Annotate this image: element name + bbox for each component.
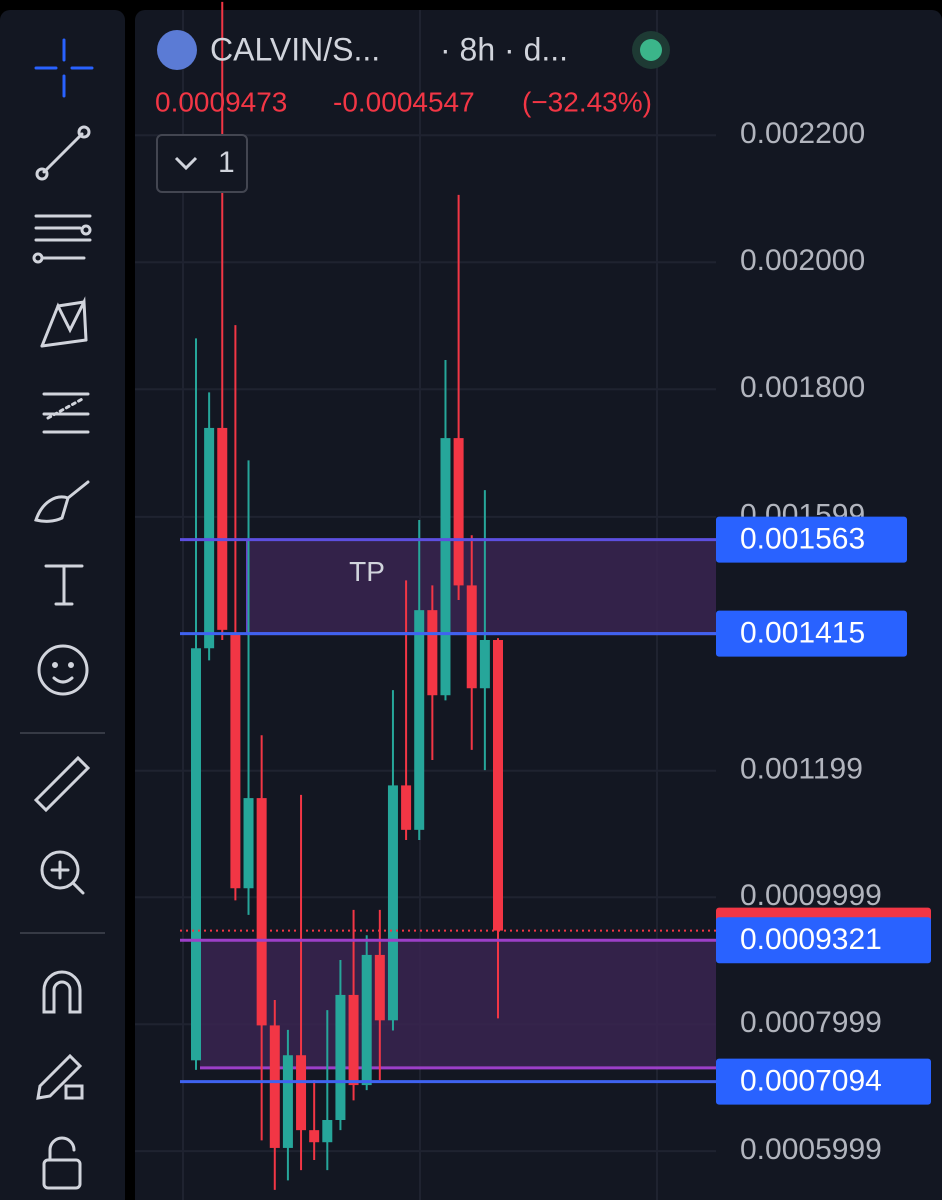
candle-body: [335, 994, 346, 1120]
zone: [247, 539, 716, 634]
emoji-tool[interactable]: [37, 644, 89, 696]
projection-tool[interactable]: [42, 392, 90, 434]
price-label-box: [716, 917, 931, 964]
candle-body: [348, 994, 359, 1086]
candle-body: [256, 798, 267, 1026]
interval[interactable]: · 8h · d...: [440, 31, 568, 67]
y-tick-label: 0.002000: [740, 244, 865, 277]
zone: [200, 940, 716, 1068]
last-price: 0.0009473: [155, 86, 287, 117]
magnet-tool[interactable]: [42, 970, 82, 1014]
price-label-box: [716, 516, 907, 563]
candle-body: [401, 785, 412, 830]
toolbar-divider: [20, 732, 105, 934]
candle-body: [387, 785, 398, 1021]
tools[interactable]: [20, 38, 105, 1190]
trendline-tool[interactable]: [35, 125, 91, 181]
candle-body: [453, 438, 464, 586]
chevron: [174, 156, 198, 171]
candle-body: [414, 610, 425, 830]
price-label-box: [716, 1058, 931, 1105]
symbol-logo: [157, 30, 197, 70]
candle-body: [230, 634, 241, 889]
pattern-tool[interactable]: [40, 296, 88, 348]
crosshair-tool[interactable]: [34, 38, 94, 98]
candle-body: [479, 640, 490, 689]
candle-body: [191, 648, 201, 1061]
price-label: 0.001563: [740, 523, 865, 556]
status-dot: [640, 39, 662, 61]
price-change-pct: (−32.43%): [522, 86, 652, 117]
symbol[interactable]: CALVIN/S...: [210, 31, 380, 67]
candle-body: [282, 1055, 293, 1148]
candle-body: [309, 1130, 320, 1143]
candle-body: [243, 798, 254, 889]
candle-body: [204, 427, 215, 649]
brush-tool[interactable]: [34, 480, 90, 523]
candle-body: [217, 427, 228, 630]
candle-body: [322, 1120, 333, 1143]
fib-tool[interactable]: [32, 214, 92, 264]
candle-body: [440, 438, 451, 696]
candle-body: [269, 1025, 280, 1148]
zone-label: TP: [349, 556, 385, 587]
price-label: 0.0009321: [740, 923, 882, 956]
candle-body: [427, 610, 438, 696]
header: CALVIN/S... · 8h · d... 0.0009473 -0.000…: [155, 30, 670, 193]
y-tick-label: 0.002200: [740, 117, 865, 150]
candle-body: [466, 585, 477, 689]
price-label: 0.0007094: [740, 1065, 882, 1098]
ruler-tool[interactable]: [33, 755, 91, 813]
candle-body: [296, 1055, 307, 1131]
candle-body: [493, 640, 503, 931]
y-tick-label: 0.0007999: [740, 1006, 882, 1039]
zoom-tool[interactable]: [40, 850, 85, 895]
text-tool[interactable]: [44, 564, 84, 606]
legend-count[interactable]: 1: [218, 146, 235, 179]
price-change: -0.0004547: [333, 86, 475, 117]
y-tick-label: 0.0009999: [740, 879, 882, 912]
price-label-box: [716, 610, 907, 657]
candle-body: [374, 954, 385, 1021]
y-tick-label: 0.0005999: [740, 1133, 882, 1166]
legend-toggle[interactable]: [156, 134, 248, 193]
candle-body: [361, 954, 372, 1086]
y-tick-label: 0.001199: [740, 753, 863, 786]
unlock-tool[interactable]: [42, 1136, 82, 1190]
lock-drawing-tool[interactable]: [36, 1053, 84, 1100]
plot: 0.0022000.0020000.0018000.0015990.001199…: [135, 1, 931, 1200]
y-tick-label: 0.001800: [740, 371, 865, 404]
price-label: 0.001415: [740, 617, 865, 650]
